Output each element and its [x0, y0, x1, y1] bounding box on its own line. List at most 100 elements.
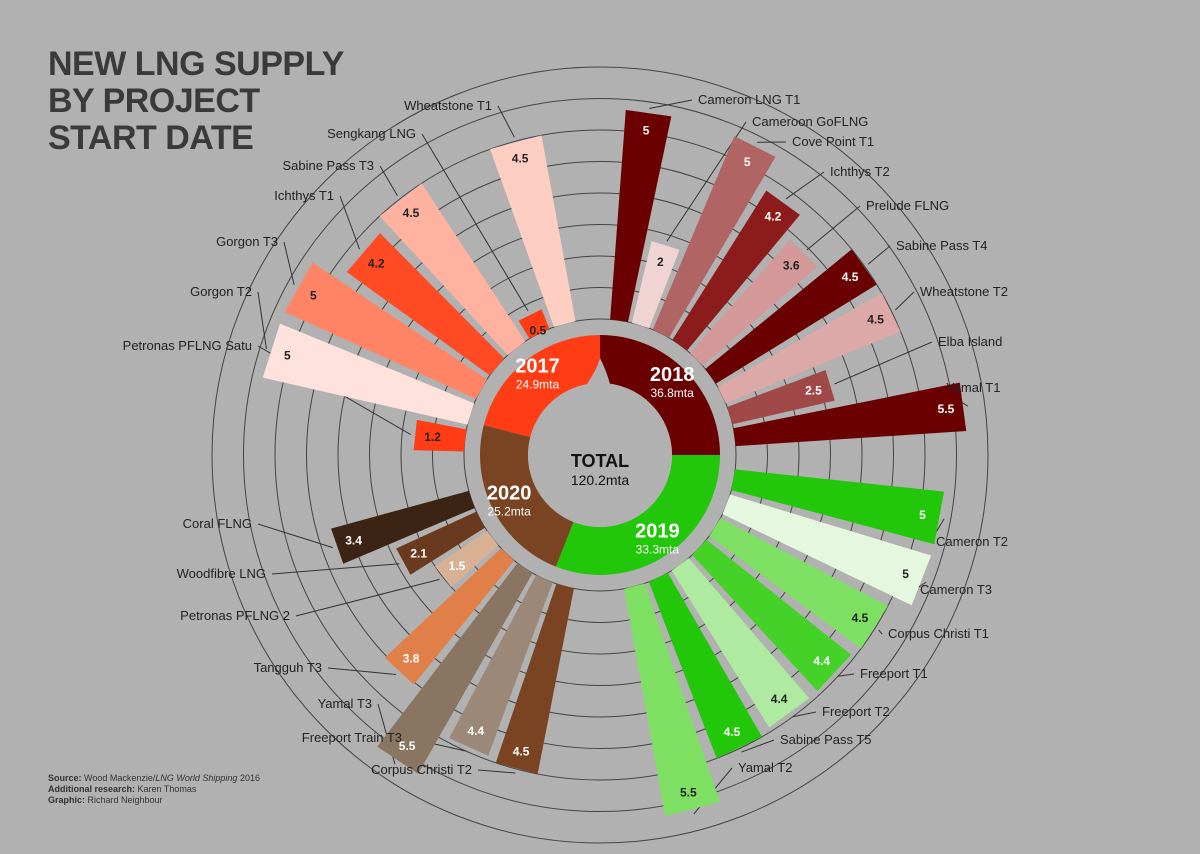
bar-wheatstone-t1 — [490, 135, 576, 328]
value-label-yamal-t3: 5.5 — [399, 739, 416, 753]
leader-cameron-lng-t1 — [649, 99, 693, 109]
leader-corpus-christi-t1 — [878, 629, 883, 635]
value-label-yamal-t1: 5.5 — [938, 402, 955, 416]
project-label-sengkang-lng: Sengkang LNG — [327, 126, 416, 141]
donut-segment-2019 — [555, 455, 720, 575]
value-label-freeport-t2: 4.4 — [771, 692, 788, 706]
bar-wheatstone-t2 — [717, 292, 901, 404]
project-label-yamal-t1: Yamal T1 — [946, 380, 1000, 395]
bar-cameroon-goflng — [631, 241, 680, 329]
leader-tangguh-t3 — [327, 667, 397, 676]
leader-ichthys-t2 — [785, 171, 825, 200]
project-label-petronas-pflng-satu: Petronas PFLNG Satu — [123, 338, 252, 353]
research-line: Additional research: Karen Thomas — [48, 784, 197, 794]
project-label-corpus-christi-t1: Corpus Christi T1 — [888, 626, 989, 641]
donut-segment-2018 — [600, 335, 720, 455]
value-label-tangguh-t3: 3.8 — [403, 651, 420, 665]
flame-icon — [560, 358, 640, 492]
grid-ring — [369, 224, 831, 686]
leader-wheatstone-t2 — [894, 291, 915, 311]
value-label-cameron-t2: 5 — [919, 508, 926, 522]
bar-sabine-pass-t3 — [379, 183, 526, 356]
leader-prelude-flng — [806, 205, 861, 251]
year-label-2020: 2020 — [487, 482, 532, 504]
value-label-freeport-train-t3: 4.4 — [467, 724, 484, 738]
bars-layer: 5 2 5 4.2 3.6 4.5 4.5 2.5 5.5 5 5 4.5 4.4 4.4 4.5 5.5 4.… — [262, 109, 967, 817]
bar-petronas-pflng-2 — [434, 530, 499, 588]
project-label-cameron-t2: Cameron T2 — [936, 534, 1008, 549]
leader-sabine-pass-t3 — [379, 165, 398, 196]
year-label-2018: 2018 — [650, 364, 695, 386]
project-label-cove-point-t1: Cove Point T1 — [792, 134, 874, 149]
bar-yamal-t1 — [733, 382, 967, 447]
project-label-prelude-flng: Prelude FLNG — [866, 198, 949, 213]
donut-segment-2020 — [480, 425, 574, 567]
bar-corpus-christi-t2 — [495, 583, 574, 774]
value-label-wheatstone-t2: 4.5 — [867, 313, 884, 327]
donut-segment-2017 — [483, 335, 600, 438]
project-label-gorgon-t2: Gorgon T2 — [190, 284, 252, 299]
leader-sabine-pass-t4 — [867, 245, 891, 265]
radial-grid — [211, 66, 989, 844]
value-label-sengkang-lng: 0.5 — [530, 324, 547, 338]
project-label-corpus-christi-t2: Corpus Christi T2 — [371, 762, 472, 777]
value-label-corpus-christi-t1: 4.5 — [852, 611, 869, 625]
bar-cameron-t2 — [731, 469, 945, 545]
year-total-2018: 36.8mta — [650, 386, 694, 400]
source-line: Source: Wood Mackenzie/LNG World Shippin… — [48, 773, 260, 783]
year-total-2020: 25.2mta — [487, 504, 531, 518]
year-total-2019: 33.3mta — [636, 542, 680, 556]
project-label-sabine-pass-t4: Sabine Pass T4 — [896, 238, 988, 253]
leader-freeport-t1 — [837, 673, 855, 677]
leader-ichthys-t1 — [339, 195, 361, 250]
leader-elba-island — [834, 341, 933, 385]
project-labels: Cameron LNG T1 Cameroon GoFLNG Cove Point … — [123, 92, 1008, 777]
bar-gorgon-t3 — [284, 262, 487, 399]
project-label-petronas-pflng-2: Petronas PFLNG 2 — [180, 608, 290, 623]
value-label-petronas-pflng-satu: 1.2 — [424, 430, 441, 444]
project-label-yamal-t3: Yamal T3 — [318, 696, 372, 711]
center-total-value: 120.2mta — [571, 472, 630, 488]
bar-cameron-t3 — [722, 494, 932, 606]
leader-woodfibre-lng — [271, 563, 400, 575]
project-label-wheatstone-t1: Wheatstone T1 — [404, 98, 492, 113]
year-label-2019: 2019 — [635, 520, 680, 542]
leader-sengkang-lng — [421, 133, 529, 312]
project-label-elba-island: Elba Island — [938, 334, 1002, 349]
value-label-gorgon-t3: 5 — [310, 289, 317, 303]
project-label-sabine-pass-t3: Sabine Pass T3 — [282, 158, 374, 173]
bar-sengkang-lng — [518, 309, 550, 339]
credits: Source: Wood Mackenzie/LNG World Shippin… — [48, 773, 260, 806]
project-label-cameron-t3: Cameron T3 — [920, 582, 992, 597]
project-label-coral-flng: Coral FLNG — [183, 516, 252, 531]
project-label-tangguh-t3: Tangguh T3 — [254, 660, 322, 675]
grid-ring — [337, 192, 863, 718]
bar-yamal-t2 — [624, 583, 721, 817]
value-label-ichthys-t1: 4.2 — [368, 257, 385, 271]
leader-coral-flng — [257, 523, 333, 549]
project-label-ichthys-t2: Ichthys T2 — [830, 164, 890, 179]
value-label-cameroon-goflng: 2 — [657, 255, 664, 269]
value-label-prelude-flng: 3.6 — [783, 259, 800, 273]
title-line-1: NEW LNG SUPPLY — [48, 45, 344, 83]
title-line-2: BY PROJECT — [48, 82, 260, 120]
bar-freeport-train-t3 — [449, 575, 553, 756]
grid-ring — [243, 98, 957, 812]
bar-cove-point-t1 — [652, 136, 776, 338]
bar-ichthys-t2 — [672, 190, 800, 351]
bar-elba-island — [727, 369, 835, 425]
value-label-coral-flng: 3.4 — [345, 533, 362, 547]
grid-ring — [274, 129, 926, 781]
bar-freeport-t1 — [692, 539, 852, 691]
leader-wheatstone-t1 — [497, 105, 515, 138]
bar-tangguh-t3 — [384, 548, 515, 685]
project-label-freeport-t1: Freeport T1 — [860, 666, 928, 681]
value-label-gorgon-t2: 5 — [284, 349, 291, 363]
bar-ichthys-t1 — [346, 233, 505, 376]
bar-freeport-t2 — [671, 558, 810, 728]
value-label-sabine-pass-t5: 4.5 — [724, 725, 741, 739]
value-label-elba-island: 2.5 — [805, 383, 822, 397]
grid-ring — [306, 161, 894, 749]
